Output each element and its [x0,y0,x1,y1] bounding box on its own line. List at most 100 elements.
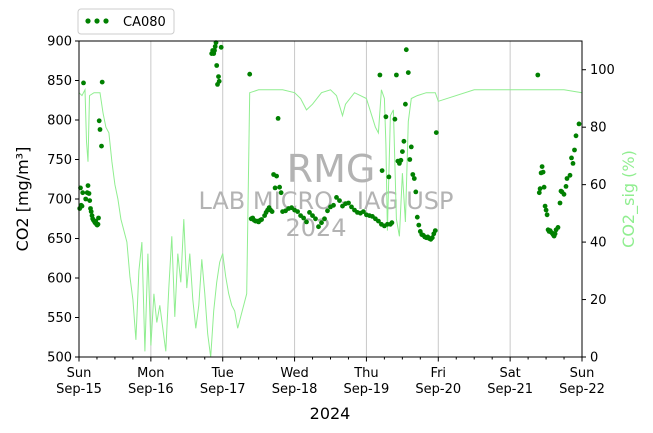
co2-point [87,198,93,204]
co2-point [386,174,392,180]
co2-point [96,118,102,124]
co2-point [407,157,413,162]
co2-point [540,169,546,175]
y-left-tick-label: 800 [47,114,72,129]
co2-point [413,189,419,195]
co2-point [544,212,550,218]
co2-point [272,185,278,191]
co2-point [269,209,275,215]
co2-point [383,114,389,120]
co2-point [543,207,549,213]
co2-point [573,133,579,139]
series-ca080 [77,40,582,242]
vertical-grid [78,41,583,357]
co2-point [310,213,315,219]
co2-point [86,191,92,196]
co2-point [216,74,221,79]
y-left-tick-label: 700 [47,193,72,208]
co2-point [313,216,318,222]
co2-point [259,217,264,222]
x-tick-day: Sat [499,366,520,381]
co2-point [394,72,399,78]
co2-point [337,198,342,204]
y-left-tick-label: 550 [47,311,72,326]
co2-point [96,215,101,221]
co2-point [218,44,224,50]
co2-point [403,101,408,107]
co2-point [379,168,385,174]
y-right-tick-label: 60 [590,178,607,193]
y-left-tick-label: 650 [47,232,72,247]
co2-point [95,221,101,227]
y-right-tick-label: 20 [590,293,607,308]
co2-point [81,80,86,86]
co2-point [83,196,89,202]
co2-point [377,72,383,78]
watermark: RMG LAB MICRO - IAG USP 2024 [198,147,453,242]
legend-label: CA080 [123,15,166,30]
co2-point [552,231,558,237]
watermark-line1: RMG [287,147,376,191]
x-tick-date: Sep-19 [344,382,390,397]
co2-point [408,144,414,150]
x-tick-date: Sep-16 [128,382,174,397]
x-axis-title: 2024 [310,404,351,423]
co2-point [322,216,327,222]
co2-point [392,116,398,122]
co2-point [278,190,284,196]
co2-point [88,209,94,215]
co2-point [410,172,416,177]
co2-point [316,224,321,230]
co2-point [346,200,351,206]
right-axis: 0 20 40 60 80 100 [582,63,615,366]
co2-point [539,164,545,170]
co2-point [376,218,381,224]
co2-point [361,209,366,215]
co2-point [401,138,407,144]
x-tick-day: Thu [353,366,378,381]
co2-point [214,63,220,68]
co2-point [398,157,404,163]
co2-point [97,127,103,132]
co2-point [389,220,395,226]
x-tick-date: Sep-22 [559,382,605,397]
y-left-tick-label: 850 [47,74,72,89]
y-left-tick-label: 750 [47,153,72,168]
x-tick-date: Sep-17 [200,382,246,397]
co2-point [433,130,439,136]
co2-point [85,183,91,189]
y-right-tick-label: 100 [590,63,615,78]
legend: CA080 [77,8,175,35]
co2-point [319,220,324,226]
co2-point [564,176,570,181]
co2-point [212,48,217,53]
y-left-tick-label: 900 [47,35,72,50]
legend-marker [85,18,91,24]
co2-point [576,121,582,127]
co2-point [304,219,309,225]
co2-point [334,195,339,200]
co2-point [349,204,354,210]
co2-point [277,184,282,190]
co2-point [563,184,569,189]
co2-point [555,225,561,230]
co2-point [414,214,420,220]
co2-point [557,200,563,206]
co2-point [567,172,573,178]
co2-point [561,191,567,197]
x-tick-day: Mon [137,366,164,381]
co2-point [569,155,574,161]
co2-point [307,210,312,215]
co2-point [411,176,417,181]
x-axis: SunSep-15MonSep-16TueSep-17WedSep-18ThuS… [56,357,605,397]
y-left-tick-label: 500 [47,351,72,366]
y-right-tick-label: 40 [590,236,607,251]
co2-point [325,208,330,214]
x-tick-day: Tue [211,366,234,381]
series-co2-sig [78,87,583,358]
x-tick-day: Sun [67,366,92,381]
co2-sig-line [78,87,583,358]
x-tick-date: Sep-21 [487,382,533,397]
co2-point [79,203,85,209]
co2-point [536,190,542,196]
